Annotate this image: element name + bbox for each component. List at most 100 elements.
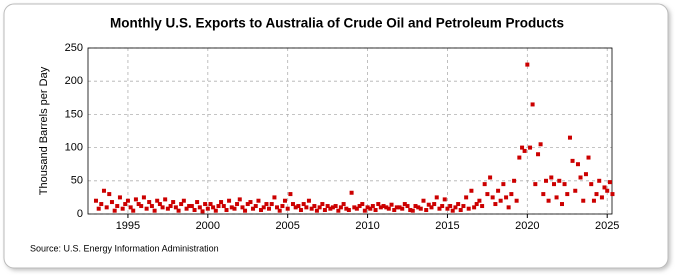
point (538, 142, 543, 147)
point (397, 205, 402, 210)
point (101, 188, 106, 193)
point (365, 205, 370, 210)
point (259, 208, 264, 213)
point (464, 195, 469, 200)
point (203, 202, 208, 207)
y-tick-label: 250 (65, 42, 83, 54)
point (184, 206, 189, 211)
point (211, 205, 216, 210)
point (205, 206, 210, 211)
point (509, 192, 514, 197)
point (179, 202, 184, 207)
point (320, 202, 325, 207)
point (480, 204, 485, 209)
x-tick-label: 2020 (515, 220, 539, 232)
point (168, 204, 173, 209)
point (301, 202, 306, 207)
point (272, 195, 277, 200)
point (349, 190, 354, 195)
point (221, 204, 226, 209)
point (405, 204, 410, 209)
point (530, 102, 535, 107)
point (506, 205, 511, 210)
point (557, 178, 562, 183)
point (141, 195, 146, 200)
point (187, 204, 192, 209)
point (504, 195, 509, 200)
point (123, 202, 128, 207)
point (552, 182, 557, 187)
point (248, 200, 253, 205)
point (317, 205, 322, 210)
point (477, 198, 482, 203)
point (171, 200, 176, 205)
point (453, 205, 458, 210)
point (376, 202, 381, 207)
point (312, 204, 317, 209)
point (445, 206, 450, 211)
point (213, 208, 218, 213)
point (583, 172, 588, 177)
point (243, 208, 248, 213)
point (147, 200, 152, 205)
point (133, 197, 138, 202)
point (322, 208, 327, 213)
point (591, 198, 596, 203)
point (400, 206, 405, 211)
y-tick-label: 200 (65, 75, 83, 87)
point (525, 62, 530, 67)
point (514, 198, 519, 203)
point (437, 206, 442, 211)
point (554, 195, 559, 200)
point (344, 206, 349, 211)
point (421, 198, 426, 203)
point (144, 206, 149, 211)
point (589, 182, 594, 187)
point (128, 205, 133, 210)
point (549, 175, 554, 180)
point (96, 206, 101, 211)
point (267, 206, 272, 211)
point (559, 202, 564, 207)
point (610, 192, 615, 197)
y-tick-label: 150 (65, 108, 83, 120)
point (570, 158, 575, 163)
point (357, 204, 362, 209)
y-tick-label: 0 (77, 208, 83, 220)
point (575, 162, 580, 167)
point (474, 202, 479, 207)
point (229, 205, 234, 210)
point (104, 205, 109, 210)
point (304, 205, 309, 210)
point (520, 145, 525, 150)
point (410, 208, 415, 213)
point (426, 202, 431, 207)
point (536, 152, 541, 157)
point (597, 178, 602, 183)
point (237, 197, 242, 202)
y-axis-label: Thousand Barrels per Day (38, 66, 50, 195)
point (354, 206, 359, 211)
point (274, 205, 279, 210)
point (466, 206, 471, 211)
point (253, 204, 258, 209)
x-tick-label: 1995 (116, 220, 140, 232)
point (195, 200, 200, 205)
point (338, 205, 343, 210)
x-tick-label: 2000 (196, 220, 220, 232)
point (528, 145, 533, 150)
point (434, 195, 439, 200)
point (293, 205, 298, 210)
point (368, 206, 373, 211)
point (240, 205, 245, 210)
point (290, 202, 295, 207)
point (189, 204, 194, 209)
point (541, 192, 546, 197)
point (360, 202, 365, 207)
point (490, 195, 495, 200)
point (501, 182, 506, 187)
x-tick-label: 2015 (435, 220, 459, 232)
point (381, 204, 386, 209)
